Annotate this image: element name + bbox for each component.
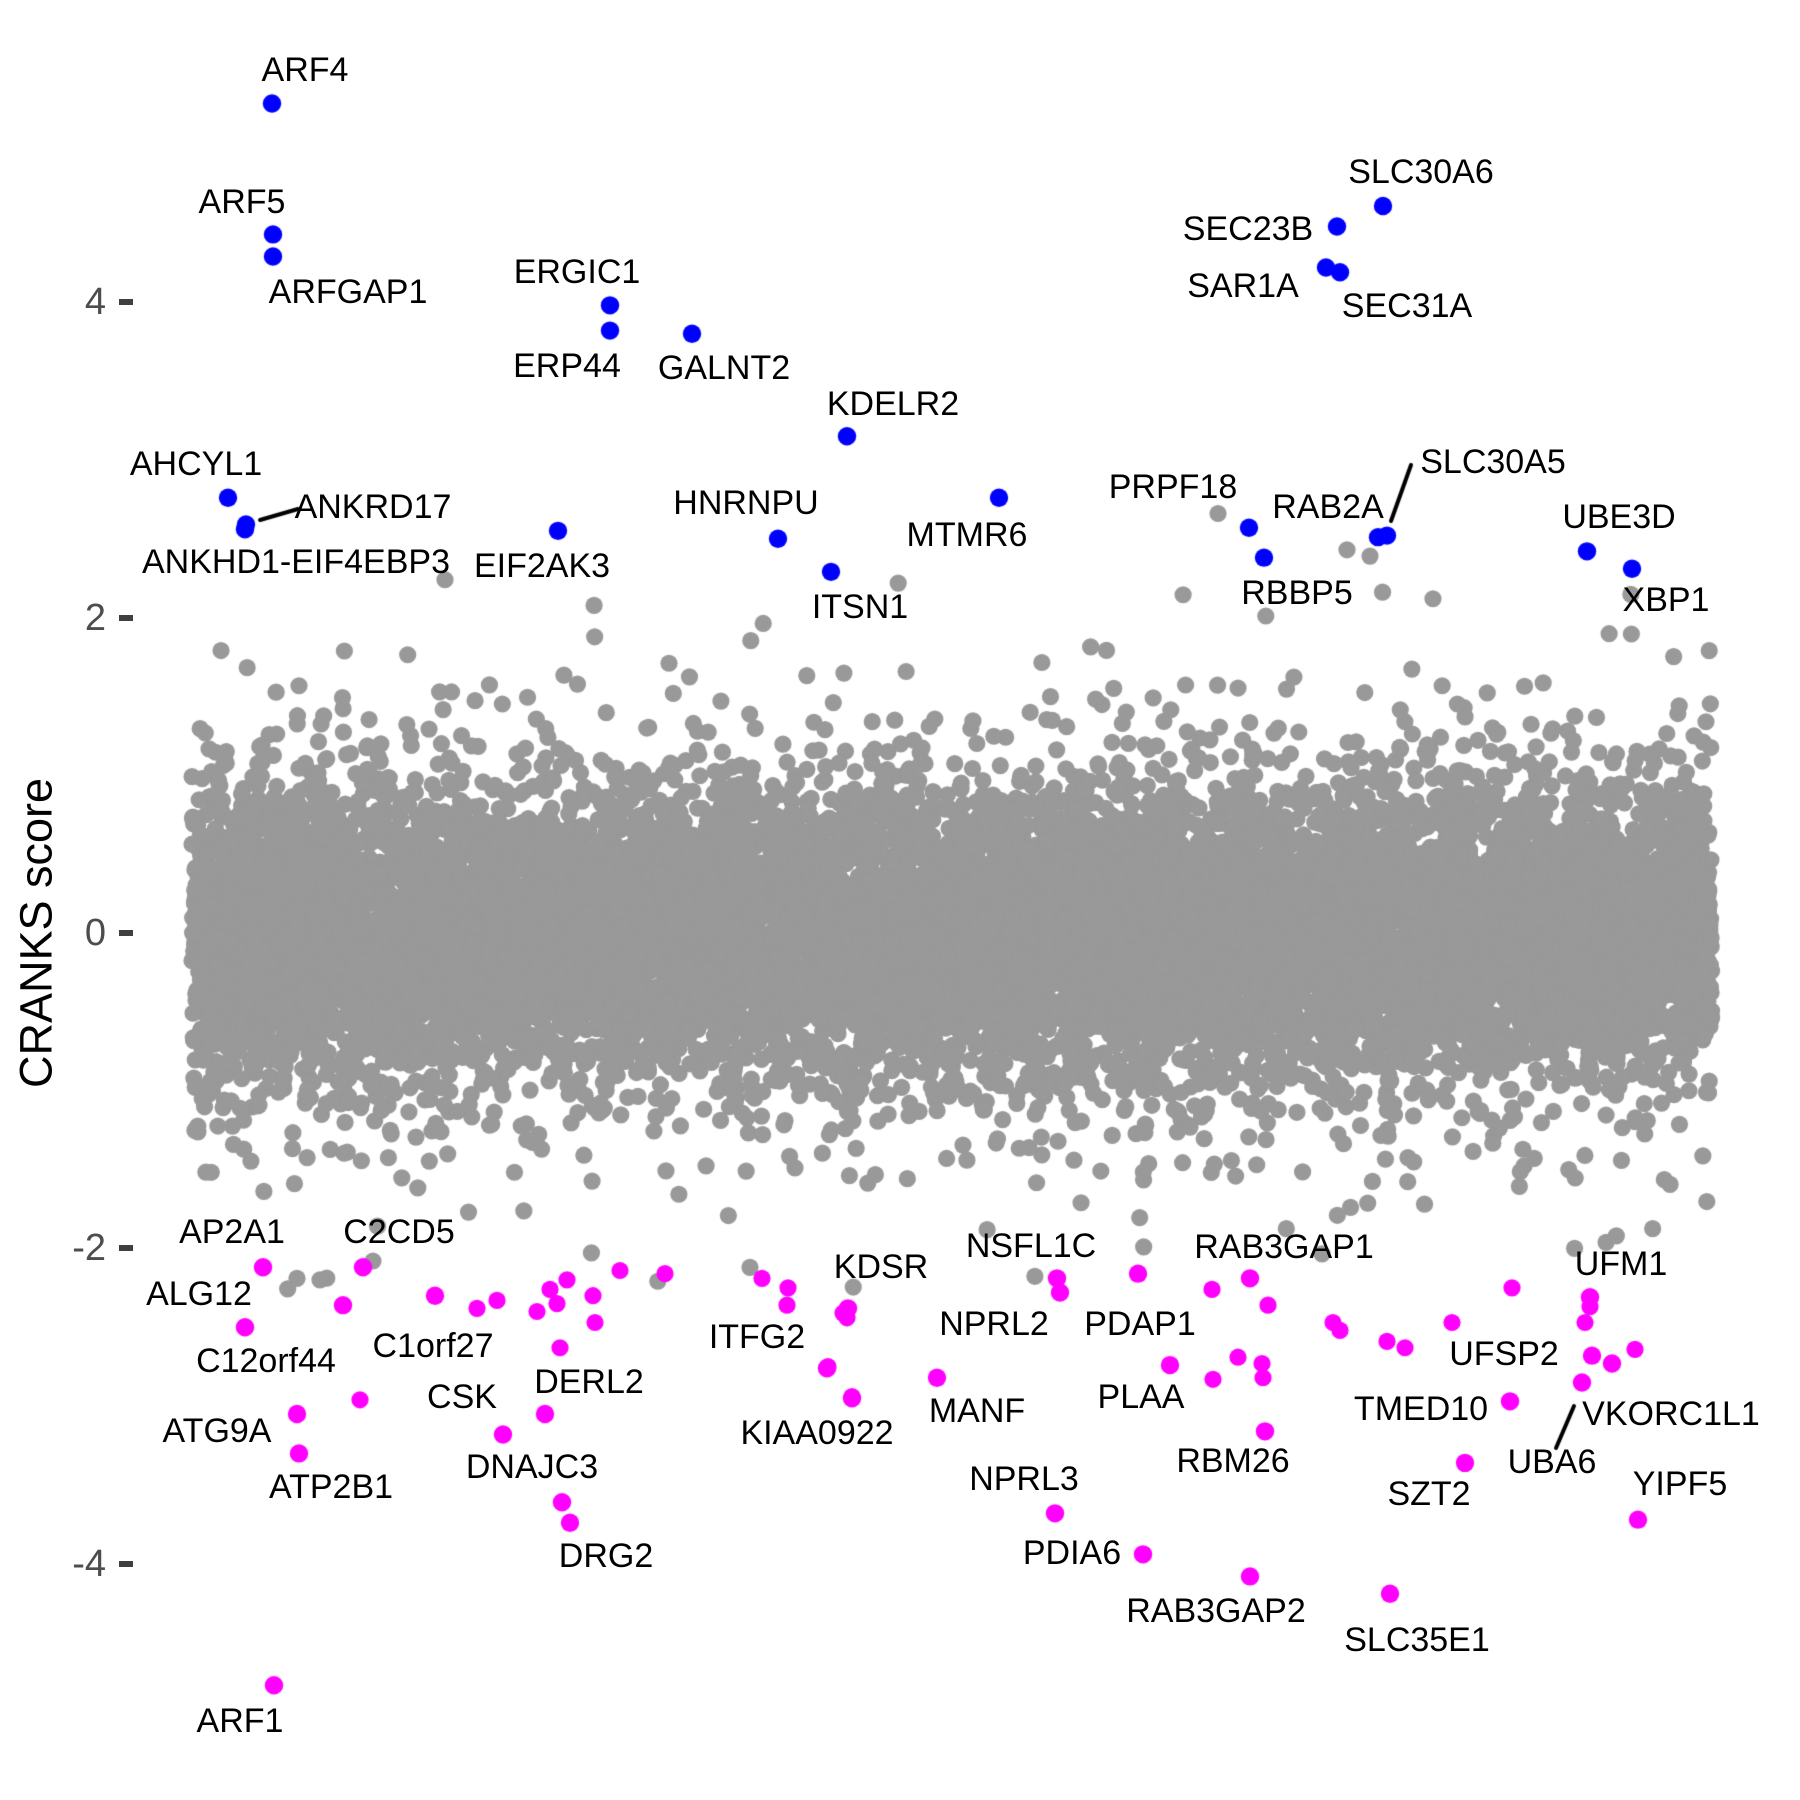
scatter-plot-canvas bbox=[0, 0, 1800, 1800]
cranks-score-scatter-figure: CRANKS score 4 2 0 -2 -4 ARF4 ARF5 ARFGAP1 ERGI… bbox=[0, 0, 1800, 1800]
